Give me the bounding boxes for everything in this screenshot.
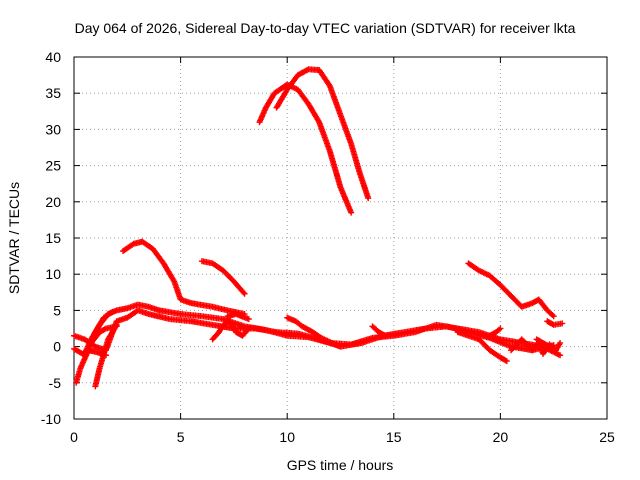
data-point [557, 352, 564, 359]
y-axis-label: SDTVAR / TECUs [6, 182, 22, 294]
data-point [244, 326, 251, 333]
y-tick-label: 0 [53, 339, 61, 355]
series-arc15 [284, 314, 344, 350]
data-series [71, 66, 566, 390]
data-point [503, 358, 510, 365]
data-point [557, 339, 564, 346]
data-point [380, 332, 387, 339]
x-tick-label: 10 [279, 429, 295, 445]
data-point [241, 290, 248, 297]
chart-title: Day 064 of 2026, Sidereal Day-to-day VTE… [75, 20, 576, 36]
series-arc13 [209, 318, 252, 343]
series-arc4 [198, 258, 248, 297]
series-arc16 [369, 323, 389, 339]
y-tick-label: 5 [53, 302, 61, 318]
data-point [245, 316, 252, 323]
x-tick-label: 15 [386, 429, 402, 445]
series-arc14 [224, 311, 252, 323]
data-point [337, 343, 344, 350]
y-tick-label: 35 [45, 85, 61, 101]
data-point [240, 289, 247, 296]
data-point [549, 312, 556, 319]
data-point [550, 313, 557, 320]
data-point [245, 325, 252, 332]
data-point [101, 326, 108, 333]
grid-lines [74, 57, 607, 419]
series-arc18 [486, 325, 504, 339]
data-point [502, 357, 509, 364]
y-tick-label: 10 [45, 266, 61, 282]
series-arc20 [533, 336, 564, 354]
data-point [559, 320, 566, 327]
data-point [497, 325, 504, 332]
data-point [348, 209, 355, 216]
data-point [365, 195, 372, 202]
axes [73, 56, 608, 420]
y-tick-label: 40 [45, 49, 61, 65]
data-point [109, 308, 116, 315]
series-arc3 [120, 238, 248, 318]
x-tick-label: 20 [493, 429, 509, 445]
data-point [382, 332, 389, 339]
series-arc6 [544, 318, 566, 328]
y-tick-label: -10 [41, 411, 61, 427]
series-arc2 [273, 66, 372, 202]
y-tick-label: 25 [45, 158, 61, 174]
y-tick-label: 20 [45, 194, 61, 210]
tick-labels: 0 5 10 15 20 25 -10 -5 0 5 10 15 20 25 30 35 40 [41, 49, 615, 445]
y-tick-label: -5 [49, 375, 62, 391]
x-tick-label: 5 [177, 429, 185, 445]
data-point [113, 323, 120, 330]
series-arc17 [454, 329, 510, 365]
series-arc12 [88, 323, 120, 346]
series-arc5 [465, 260, 557, 320]
y-tick-label: 30 [45, 121, 61, 137]
y-tick-label: 15 [45, 230, 61, 246]
x-axis-label: GPS time / hours [287, 457, 394, 473]
x-tick-label: 0 [70, 429, 78, 445]
x-tick-label: 25 [599, 429, 615, 445]
